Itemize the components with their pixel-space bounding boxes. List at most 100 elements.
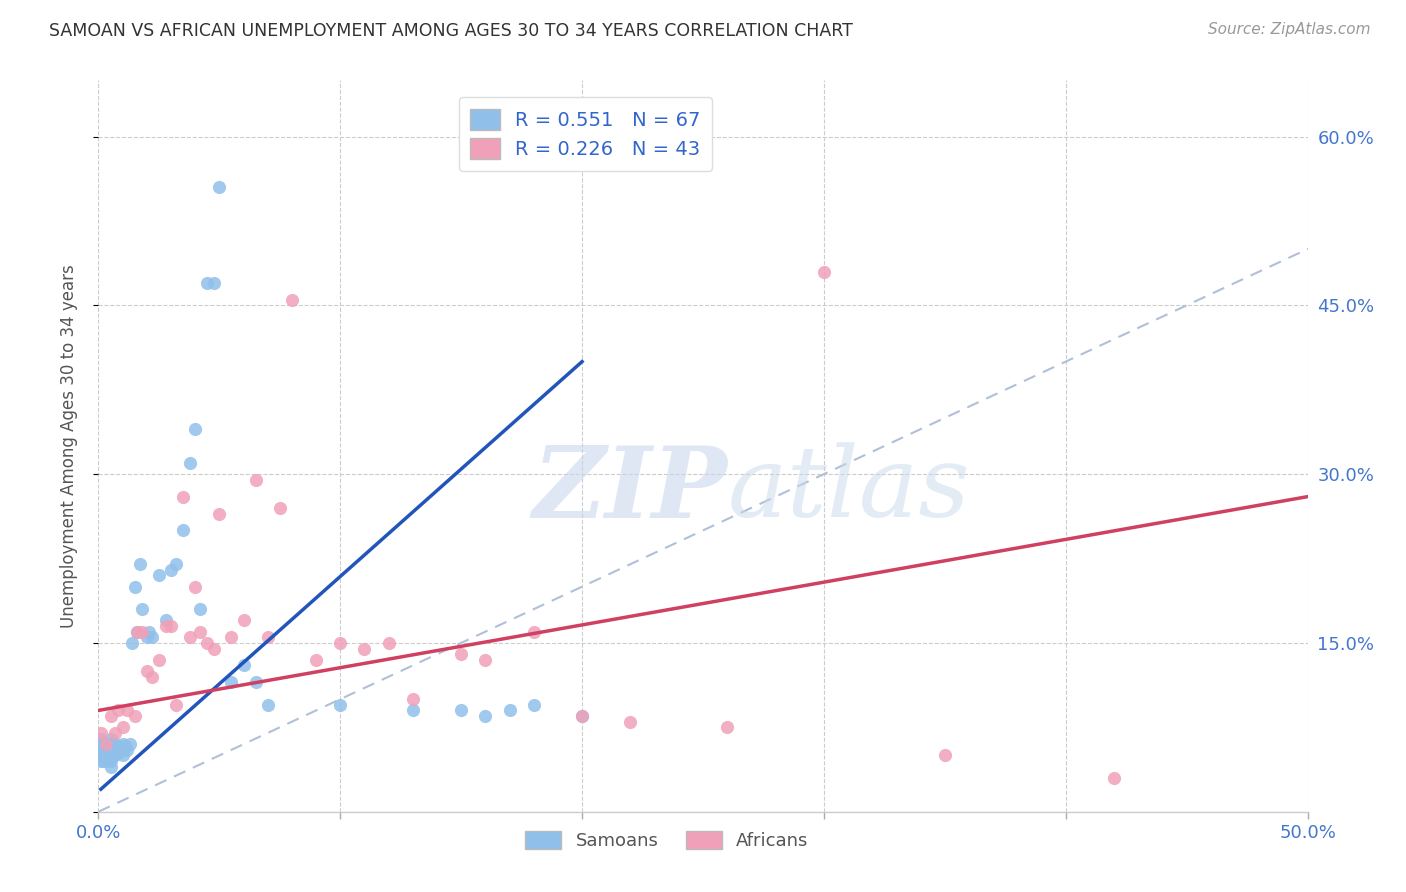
Point (135, 664, 157, 678)
Point (104, 743, 127, 757)
Point (94, 748, 117, 763)
Point (221, 630, 243, 644)
Point (118, 737, 141, 751)
Point (94, 737, 117, 751)
Point (124, 709, 146, 723)
Point (208, 507, 231, 521)
Point (100, 731, 122, 746)
Point (498, 703, 520, 717)
Point (141, 670, 163, 684)
Point (474, 709, 496, 723)
Point (100, 709, 122, 723)
Point (571, 709, 593, 723)
Point (117, 703, 139, 717)
Point (104, 748, 127, 763)
Point (100, 748, 122, 763)
Point (523, 624, 546, 639)
Point (256, 698, 278, 712)
Point (90, 737, 112, 751)
Point (232, 658, 254, 673)
Point (97, 754, 120, 768)
Point (117, 743, 139, 757)
Point (204, 641, 226, 656)
Point (204, 276, 226, 290)
Point (100, 737, 122, 751)
Point (127, 624, 149, 639)
Point (91, 743, 114, 757)
Point (141, 630, 163, 644)
Point (716, 720, 738, 734)
Point (101, 743, 124, 757)
Point (813, 264, 835, 278)
Point (90, 743, 112, 757)
Point (91, 748, 114, 763)
Point (256, 630, 278, 644)
Point (221, 675, 243, 690)
Point (188, 602, 211, 616)
Point (269, 500, 291, 515)
Point (329, 636, 352, 650)
Text: SAMOAN VS AFRICAN UNEMPLOYMENT AMONG AGES 30 TO 34 YEARS CORRELATION CHART: SAMOAN VS AFRICAN UNEMPLOYMENT AMONG AGE… (49, 22, 853, 40)
Point (281, 293, 304, 307)
Point (90, 754, 112, 768)
Point (100, 760, 122, 774)
Point (107, 739, 129, 754)
Text: Source: ZipAtlas.com: Source: ZipAtlas.com (1208, 22, 1371, 37)
Point (165, 557, 187, 571)
Point (91, 737, 114, 751)
Point (208, 180, 231, 194)
Point (104, 726, 127, 740)
Point (450, 647, 472, 661)
Point (104, 737, 127, 751)
Point (155, 619, 177, 633)
Point (97, 743, 120, 757)
Point (195, 276, 218, 290)
Point (131, 602, 153, 616)
Point (111, 720, 134, 734)
Point (94, 743, 117, 757)
Point (402, 692, 425, 706)
Point (179, 456, 201, 470)
Point (90, 731, 112, 746)
Point (91, 754, 114, 768)
Point (571, 709, 593, 723)
Point (160, 619, 183, 633)
Point (138, 624, 160, 639)
Point (107, 703, 129, 717)
Point (107, 746, 129, 760)
Point (100, 743, 122, 757)
Point (101, 737, 124, 751)
Point (195, 636, 218, 650)
Point (188, 624, 211, 639)
Point (165, 698, 187, 712)
Point (305, 653, 328, 667)
Point (450, 703, 472, 717)
Point (131, 624, 153, 639)
Point (172, 524, 194, 538)
Point (184, 422, 207, 436)
Point (329, 698, 352, 712)
Point (353, 641, 375, 656)
Legend: Samoans, Africans: Samoans, Africans (517, 823, 815, 857)
Point (148, 568, 170, 582)
Point (124, 580, 146, 594)
Point (402, 703, 425, 717)
Point (114, 739, 136, 754)
Point (108, 743, 131, 757)
Point (90, 726, 112, 740)
Point (148, 653, 170, 667)
Point (97, 737, 120, 751)
Point (523, 698, 546, 712)
Text: ZIP: ZIP (533, 442, 727, 538)
Point (245, 675, 267, 690)
Point (155, 614, 177, 628)
Point (128, 557, 150, 571)
Point (245, 473, 267, 487)
Point (100, 754, 122, 768)
Point (94, 737, 117, 751)
Point (101, 748, 124, 763)
Point (179, 630, 201, 644)
Point (1102, 771, 1125, 785)
Point (135, 630, 157, 644)
Point (90, 748, 112, 763)
